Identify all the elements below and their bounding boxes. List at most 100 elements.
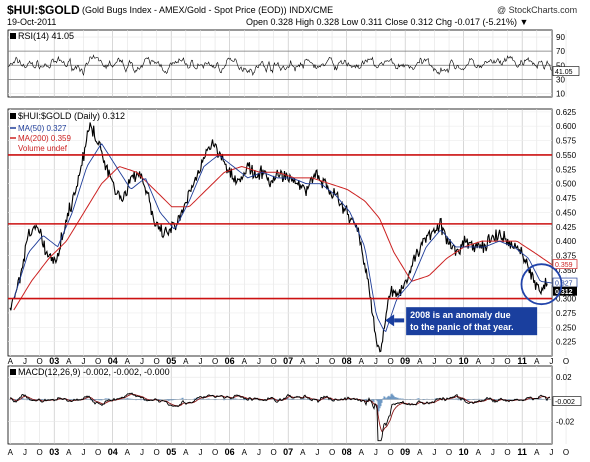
chart-description: (Gold Bugs Index - AMEX/Gold - Spot Pric… [82,5,334,15]
ma50-legend: MA(50) 0.327 [18,124,67,133]
x-tick-label: 05 [166,356,176,366]
price-tick-label: 0.400 [556,237,577,246]
rsi-tick-label: 70 [556,47,565,56]
x-tick-label: J [81,448,85,457]
x-tick-label: J [491,448,495,457]
x-tick-label: J [374,357,378,366]
price-tick-label: 0.475 [556,194,577,203]
rsi-last-tag-box [552,66,580,76]
x-tick-label: O [446,357,452,366]
x-tick-label: A [8,357,14,366]
x-tick-label: O [212,448,218,457]
x-tick-label: 11 [517,447,527,457]
x-tick-label: O [329,448,335,457]
rsi-panel [7,29,553,98]
x-tick-label: A [125,357,131,366]
ma200-tag: 0.359 [555,262,573,269]
rsi-tick-label: 50 [556,61,565,70]
x-tick-label: O [446,448,452,457]
price-tick-label: 0.300 [556,295,577,304]
macd-tick-label: -0.02 [556,418,575,427]
x-tick-label: A [417,448,423,457]
x-tick-label: O [329,357,335,366]
x-tick-label: J [491,357,495,366]
x-tick-label: A [417,357,423,366]
x-tick-label: J [549,448,553,457]
x-tick-label: O [36,357,42,366]
x-tick-label: J [315,448,319,457]
x-tick-label: O [563,357,569,366]
rsi-tick-label: 90 [556,33,565,42]
ma50-line [13,143,552,333]
x-tick-label: A [66,448,72,457]
x-tick-label: O [504,448,510,457]
macd-legend-swatch [10,369,16,375]
annotation-text-line1: 2008 is an anomaly due [410,310,511,320]
macd-signal-line [9,393,551,433]
price-tick-label: 0.525 [556,165,577,174]
x-tick-label: 10 [459,356,469,366]
ma50-tag: 0.327 [555,281,573,288]
x-tick-label: A [183,357,189,366]
x-tick-label: O [387,357,393,366]
x-tick-label: A [125,448,131,457]
rsi-legend: RSI(14) 41.05 [18,31,74,41]
macd-last-tag: -0.002 [555,399,575,406]
chart-date: 19-Oct-2011 [7,17,57,27]
price-tick-label: 0.275 [556,309,577,318]
annotation-arrow-shaft [394,318,405,323]
macd-last-tag-box [552,396,582,406]
price-tick-label: 0.575 [556,137,577,146]
x-tick-label: A [8,448,14,457]
price-tick-label: 0.375 [556,251,577,260]
ma200-legend: MA(200) 0.359 [18,134,71,143]
x-tick-label: J [432,448,436,457]
x-tick-label: O [387,448,393,457]
price-tick-label: 0.425 [556,223,577,232]
x-tick-label: J [198,448,202,457]
x-tick-label: O [36,448,42,457]
x-tick-label: A [476,357,482,366]
x-tick-label: A [534,357,540,366]
x-tick-label: A [242,448,248,457]
x-tick-label: 07 [283,447,293,457]
x-tick-label: J [23,357,27,366]
ma200-line [13,165,553,311]
x-tick-label: A [300,357,306,366]
x-tick-label: 04 [108,447,118,457]
rsi-last-tag: 41.05 [555,69,573,76]
price-tick-label: 0.350 [556,266,577,275]
rsi-tick-label: 10 [556,89,565,98]
x-tick-label: 09 [400,447,410,457]
volume-legend: Volume undef [18,144,68,153]
x-tick-label: J [374,448,378,457]
x-tick-label: A [359,448,365,457]
x-tick-label: A [476,448,482,457]
x-tick-label: J [81,357,85,366]
annotation-box [406,307,538,336]
x-tick-label: J [140,448,144,457]
chart-symbol: $HUI:$GOLD [7,3,80,17]
x-tick-label: J [140,357,144,366]
x-tick-label: O [504,357,510,366]
rsi-tick-label: 30 [556,75,565,84]
x-tick-label: A [66,357,72,366]
price-legend: $HUI:$GOLD (Daily) 0.312 [18,111,125,121]
x-tick-label: A [534,448,540,457]
x-tick-label: J [549,357,553,366]
price-tick-label: 0.500 [556,180,577,189]
close-tag-box [553,286,577,296]
x-tick-label: O [270,448,276,457]
macd-tick-label: 0.02 [556,373,572,382]
x-tick-label: J [257,357,261,366]
price-tick-label: 0.600 [556,122,577,131]
x-tick-label: 11 [517,356,527,366]
x-tick-label: 05 [166,447,176,457]
x-tick-label: J [198,357,202,366]
x-tick-label: O [153,357,159,366]
x-tick-label: 06 [225,447,235,457]
price-tick-label: 0.250 [556,323,577,332]
x-tick-label: J [23,448,27,457]
